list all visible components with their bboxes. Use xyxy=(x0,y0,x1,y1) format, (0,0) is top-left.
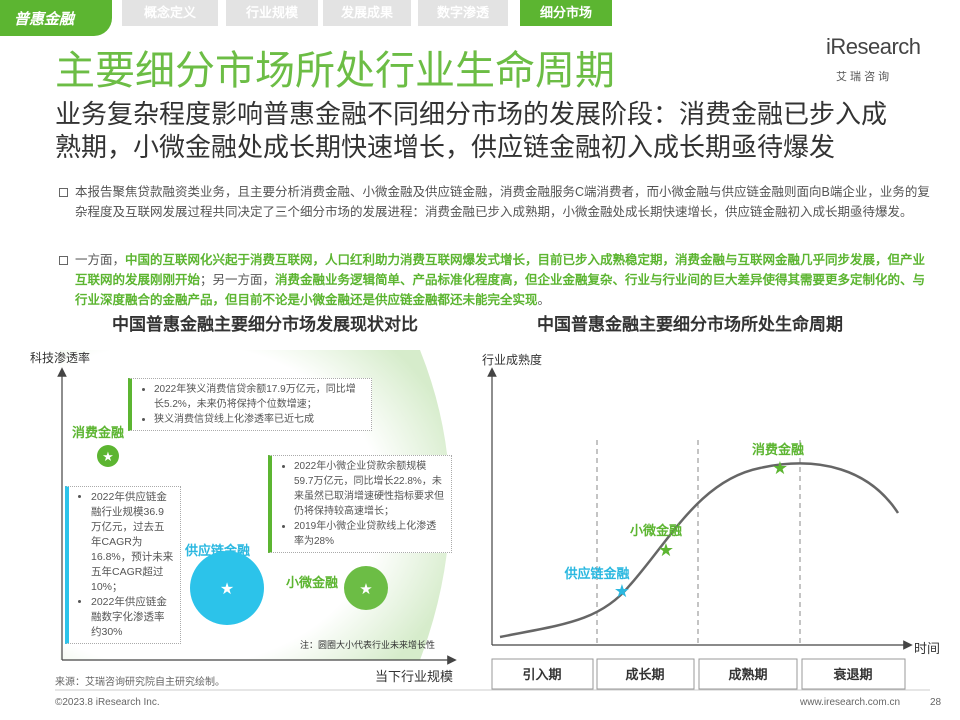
market-note: 2019年小微企业贷款线上化渗透率为28% xyxy=(294,519,445,549)
bullet-text: 本报告聚焦贷款融资类业务，且主要分析消费金融、小微金融及供应链金融，消费金融服务… xyxy=(75,185,930,219)
bullet-text: 一方面， xyxy=(75,253,126,267)
market-note: 2022年供应链金融数字化渗透率约30% xyxy=(91,595,174,640)
nav-tab[interactable]: 概念定义 xyxy=(122,0,218,26)
market-note-box: 2022年小微企业贷款余额规模59.7万亿元，同比增长22.8%，未来虽然已取消… xyxy=(268,455,452,553)
chart-title: 中国普惠金融主要细分市场发展现状对比 xyxy=(112,314,418,334)
source: 来源：艾瑞咨询研究院自主研究绘制。 xyxy=(55,677,225,688)
market-note-box: 2022年狭义消费信贷余额17.9万亿元，同比增长5.2%，未来仍将保持个位数增… xyxy=(128,378,372,431)
subtitle-line: 业务复杂程度影响普惠金融不同细分市场的发展阶段：消费金融已步入成 xyxy=(55,99,888,129)
point-label: 小微金融 xyxy=(630,523,682,538)
market-note: 2022年小微企业贷款余额规模59.7万亿元，同比增长22.8%，未来虽然已取消… xyxy=(294,459,445,519)
nav-tab-active[interactable]: 细分市场 xyxy=(520,0,612,26)
star: ★ xyxy=(220,581,234,598)
market-note-box: 2022年供应链金融行业规模36.9万亿元，过去五年CAGR为16.8%，预计未… xyxy=(65,486,181,644)
market-note: 2022年狭义消费信贷余额17.9万亿元，同比增长5.2%，未来仍将保持个位数增… xyxy=(154,382,365,412)
star: ★ xyxy=(614,581,630,601)
nav-tab[interactable]: 数字渗透 xyxy=(418,0,508,26)
stage-label: 成熟期 xyxy=(728,667,767,682)
lifecycle-curve xyxy=(499,462,900,639)
star: ★ xyxy=(102,449,114,464)
url: www.iresearch.com.cn xyxy=(800,697,901,708)
axis-label: 当下行业规模 xyxy=(375,669,453,684)
subtitle-line: 熟期，小微金融处成长期快速增长，供应链金融初入成长期亟待爆发 xyxy=(55,132,836,162)
stage-label: 成长期 xyxy=(625,667,664,682)
star: ★ xyxy=(359,581,372,598)
growth-bubble xyxy=(97,445,119,467)
point-label: 消费金融 xyxy=(752,442,804,457)
axis-label: 行业成熟度 xyxy=(482,352,542,367)
bullet-text: ；另一方面， xyxy=(200,273,276,287)
page-title: 主要细分市场所处行业生命周期 xyxy=(55,49,615,93)
star: ★ xyxy=(772,458,788,478)
stage-boxes xyxy=(491,658,906,690)
page-number: 28 xyxy=(930,697,942,708)
growth-bubble xyxy=(190,551,264,625)
section-tag: 普惠金融 xyxy=(14,11,75,28)
stage-dividers xyxy=(596,440,801,645)
stage-label: 引入期 xyxy=(522,667,561,682)
bullet-text: 消费金融业务逻辑简单、产品标准化程度高，但企业金融复杂、行业与行业间的巨大差异使… xyxy=(75,273,926,307)
subtitle: 业务复杂程度影响普惠金融不同细分市场的发展阶段：消费金融已步入成 熟期，小微金融… xyxy=(55,98,887,164)
nav-tab[interactable]: 发展成果 xyxy=(323,0,411,26)
nav-tab[interactable]: 行业规模 xyxy=(226,0,318,26)
bullet-text: 。 xyxy=(537,293,551,307)
star: ★ xyxy=(658,540,674,560)
market-label: 小微金融 xyxy=(286,575,338,590)
note: 注：圆圈大小代表行业未来增长性 xyxy=(300,639,435,650)
copyright: ©2023.8 iResearch Inc. xyxy=(55,697,160,708)
bullet: 本报告聚焦贷款融资类业务，且主要分析消费金融、小微金融及供应链金融，消费金融服务… xyxy=(59,182,937,222)
logo-subtitle: 艾 瑞 咨 询 xyxy=(836,71,890,83)
point-label: 供应链金融 xyxy=(563,566,629,581)
section-tag-bg xyxy=(0,0,112,36)
bullet-text: 中国的互联网化兴起于消费互联网，人口红利助力消费互联网爆发式增长，目前已步入成熟… xyxy=(75,253,926,287)
growth-bubble xyxy=(344,566,388,610)
chart-title: 中国普惠金融主要细分市场所处生命周期 xyxy=(537,314,843,334)
market-note: 2022年供应链金融行业规模36.9万亿元，过去五年CAGR为16.8%，预计未… xyxy=(91,490,174,595)
stage-label: 衰退期 xyxy=(832,667,872,682)
bullet: 一方面，中国的互联网化兴起于消费互联网，人口红利助力消费互联网爆发式增长，目前已… xyxy=(59,250,937,310)
axis-label: 科技渗透率 xyxy=(30,350,90,365)
market-label: 消费金融 xyxy=(72,425,124,440)
axis-label: 时间 xyxy=(914,641,940,656)
logo: iResearch xyxy=(826,34,921,59)
market-note: 狭义消费信贷线上化渗透率已近七成 xyxy=(154,412,365,427)
